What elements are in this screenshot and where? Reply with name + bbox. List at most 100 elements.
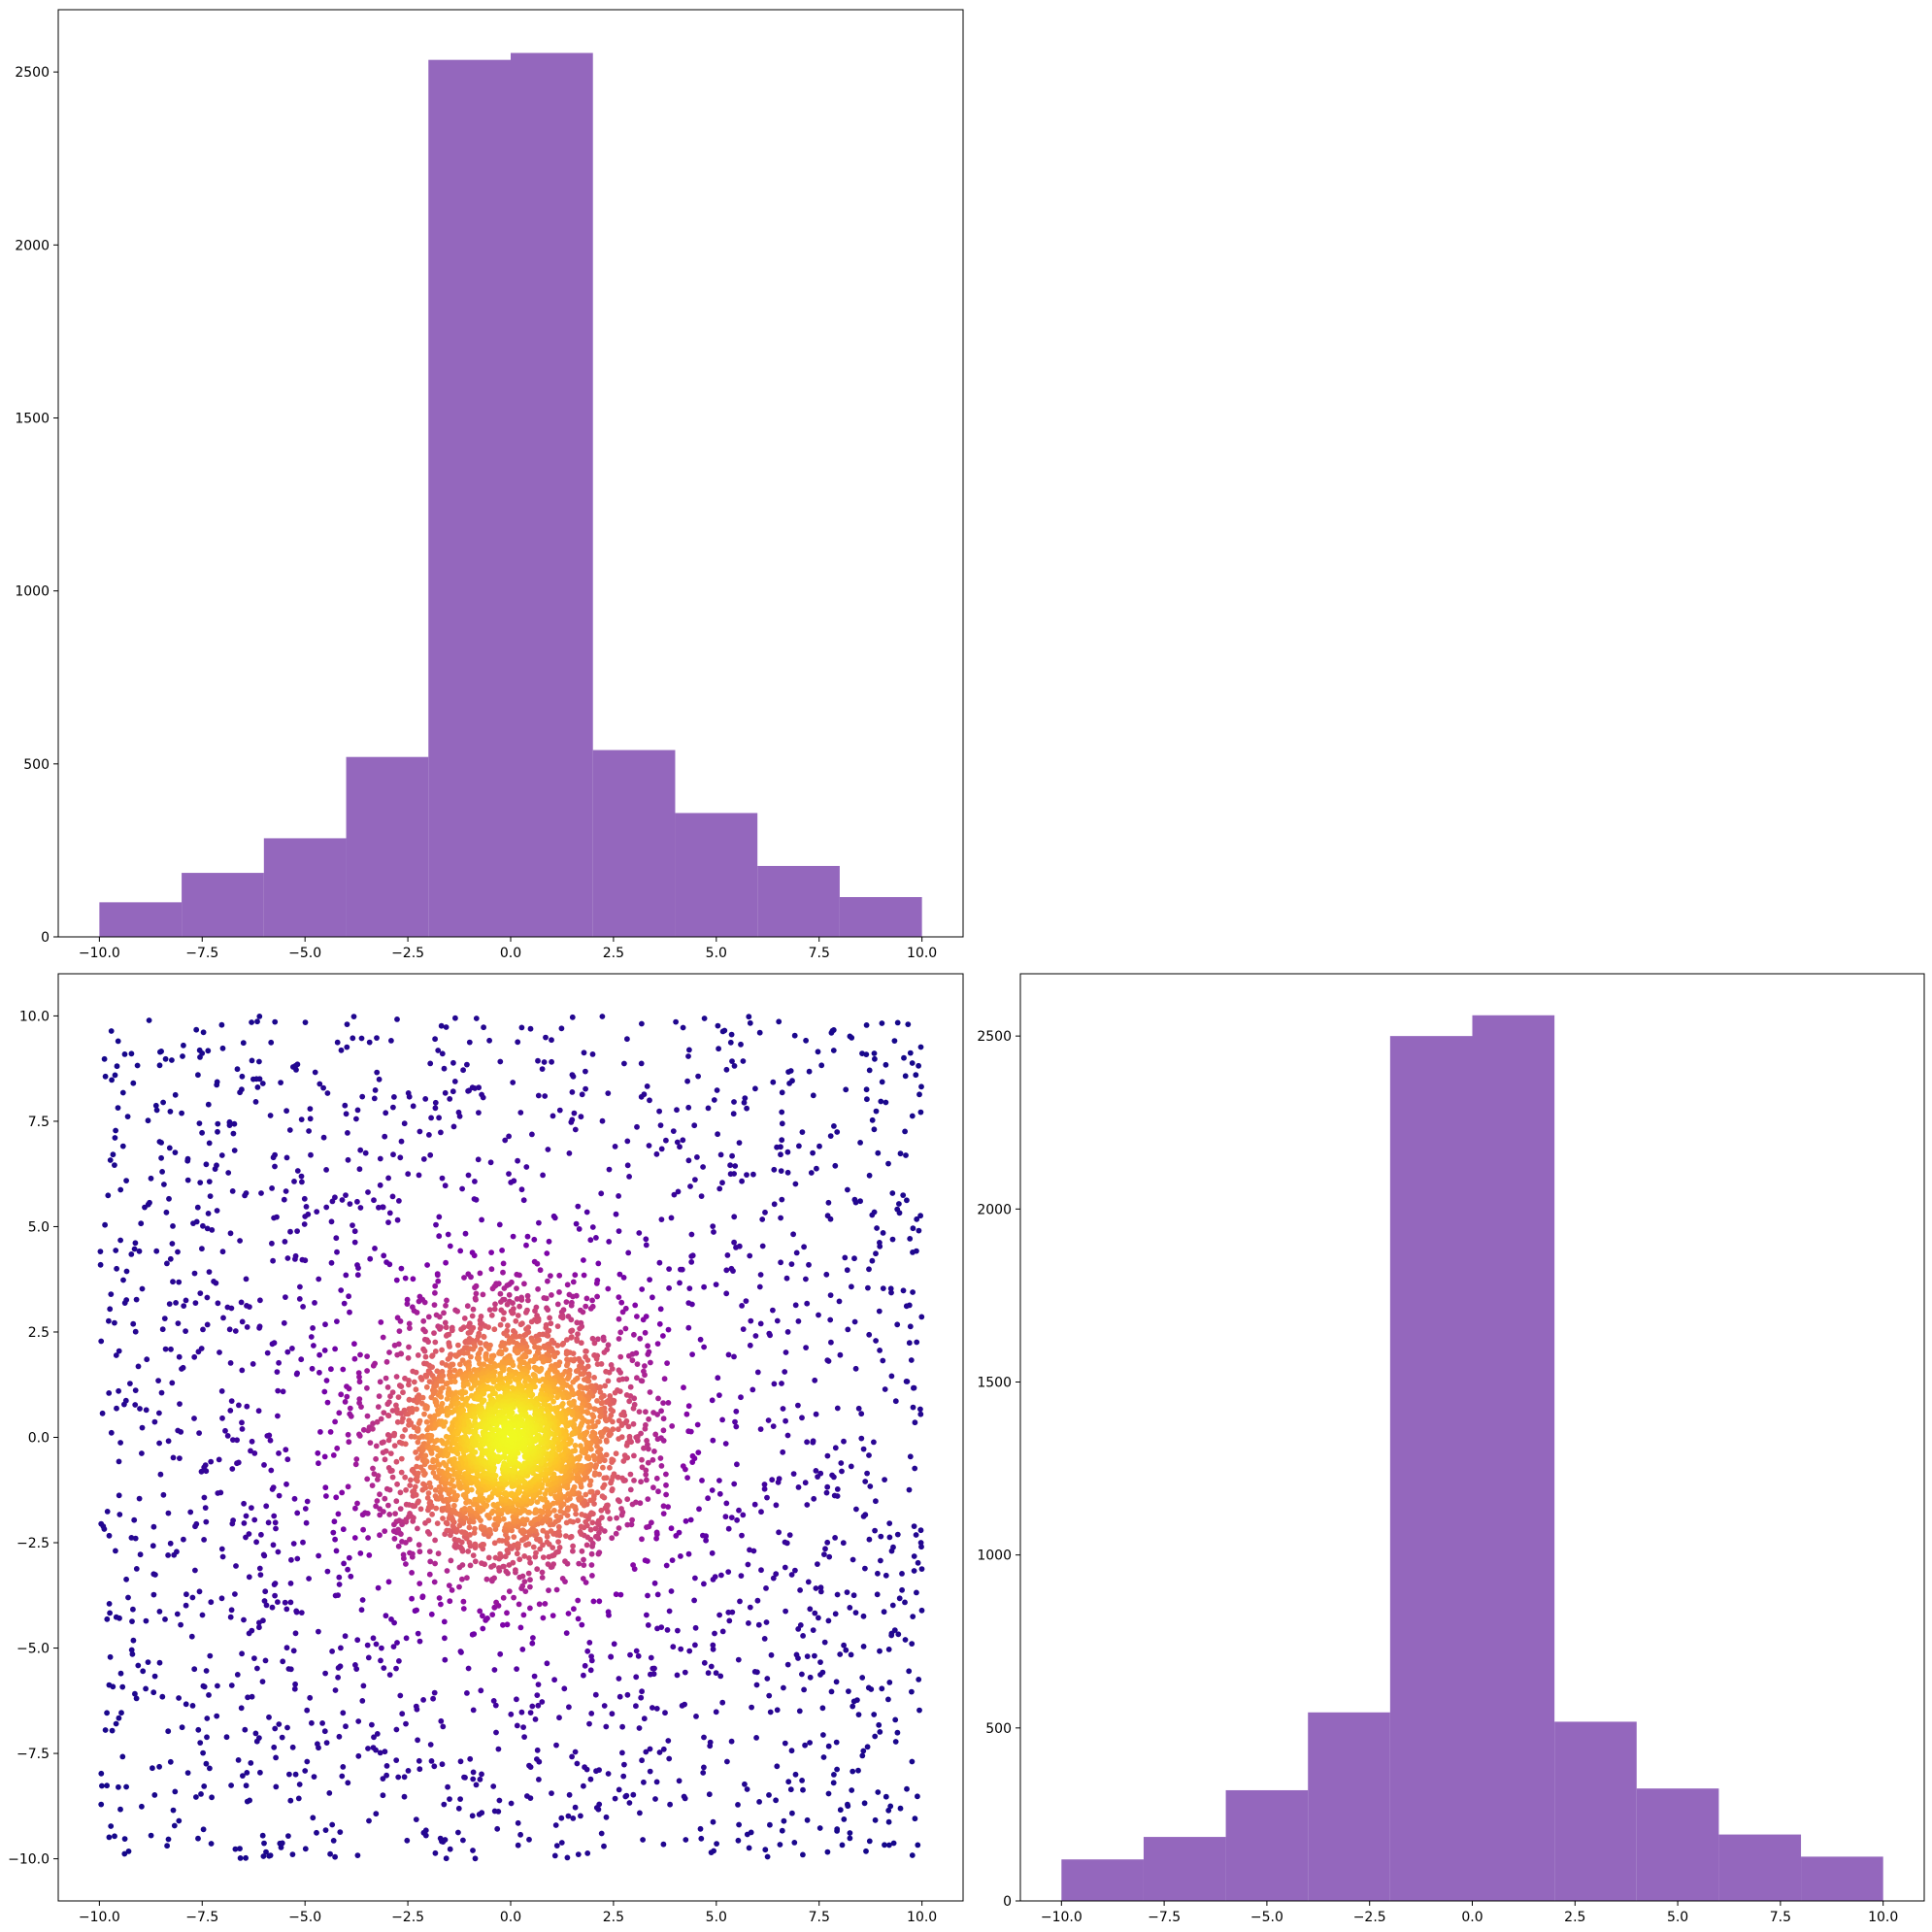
scatter-point: [730, 1268, 736, 1274]
scatter-point: [627, 1651, 633, 1658]
scatter-point: [460, 1067, 466, 1074]
scatter-point: [490, 1502, 497, 1508]
scatter-point: [292, 1256, 298, 1262]
scatter-point: [289, 1851, 296, 1857]
scatter-point: [618, 1412, 624, 1418]
scatter-point: [594, 1398, 600, 1404]
scatter-point: [767, 1709, 774, 1715]
scatter-point: [792, 1567, 798, 1574]
scatter-point: [517, 1831, 523, 1838]
scatter-point: [382, 1495, 388, 1502]
scatter-point: [545, 1561, 551, 1567]
scatter-point: [413, 1703, 419, 1710]
scatter-point: [583, 1348, 588, 1354]
scatter-point: [629, 1516, 635, 1523]
scatter-point: [170, 1223, 176, 1229]
scatter-point: [130, 1606, 136, 1613]
scatter-point: [582, 1377, 587, 1382]
scatter-point: [158, 1389, 165, 1396]
scatter-point: [586, 1720, 592, 1727]
scatter-point: [215, 1128, 220, 1135]
scatter-point: [606, 1166, 613, 1173]
scatter-point: [339, 1773, 346, 1780]
scatter-point: [228, 1305, 235, 1312]
scatter-point: [796, 1143, 802, 1149]
scatter-point: [123, 1268, 130, 1275]
scatter-point: [830, 1780, 837, 1786]
scatter-point: [261, 1840, 267, 1847]
scatter-point: [329, 1649, 335, 1654]
scatter-point: [613, 1591, 619, 1598]
scatter-point: [518, 1024, 525, 1031]
scatter-point: [347, 1309, 352, 1316]
scatter-point: [492, 1702, 499, 1709]
scatter-point: [565, 1505, 571, 1511]
scatter-point: [420, 1317, 427, 1324]
scatter-point: [430, 1695, 436, 1702]
scatter-point: [793, 1651, 800, 1658]
scatter-point: [513, 1317, 519, 1324]
scatter-point: [533, 1549, 539, 1556]
scatter-point: [804, 1653, 811, 1659]
scatter-point: [364, 1642, 371, 1649]
scatter-point: [415, 1478, 420, 1484]
scatter-point: [764, 1494, 770, 1501]
scatter-point: [559, 1315, 566, 1321]
scatter-point: [343, 1192, 349, 1198]
scatter-point: [685, 1428, 692, 1435]
scatter-point: [526, 1555, 532, 1561]
scatter-point: [356, 1166, 363, 1173]
scatter-point: [201, 1494, 208, 1501]
scatter-point: [736, 1821, 742, 1828]
scatter-point: [678, 1266, 683, 1273]
scatter-point: [427, 1151, 434, 1158]
scatter-point: [331, 1518, 338, 1525]
scatter-point: [463, 1398, 469, 1405]
scatter-point: [617, 1353, 624, 1360]
scatter-point: [158, 1049, 165, 1054]
scatter-point: [779, 1827, 785, 1834]
scatter-point: [816, 1615, 821, 1621]
scatter-point: [650, 1294, 655, 1301]
scatter-point: [276, 1450, 282, 1456]
scatter-point: [381, 1252, 387, 1259]
scatter-point: [748, 1317, 754, 1324]
scatter-point: [600, 1464, 606, 1471]
scatter-point: [453, 1353, 459, 1359]
scatter-point: [866, 1172, 873, 1179]
scatter-point: [356, 1433, 363, 1439]
scatter-point: [725, 1351, 732, 1358]
scatter-point: [639, 1456, 645, 1463]
scatter-point: [267, 1113, 274, 1118]
scatter-point: [552, 1822, 559, 1828]
scatter-point: [594, 1489, 601, 1496]
scatter-point: [595, 1517, 602, 1524]
scatter-point: [306, 1128, 312, 1134]
scatter-point: [784, 1661, 791, 1668]
scatter-point: [572, 1804, 579, 1811]
scatter-point: [431, 1330, 437, 1336]
scatter-point: [916, 1707, 922, 1714]
scatter-point: [504, 1301, 511, 1308]
scatter-point: [459, 1562, 466, 1568]
scatter-point: [501, 1563, 507, 1570]
scatter-point: [207, 1765, 213, 1772]
scatter-point: [643, 1409, 649, 1416]
scatter-point: [526, 1836, 532, 1843]
scatter-point: [382, 1749, 388, 1755]
scatter-point: [709, 1397, 716, 1404]
scatter-point: [552, 1493, 558, 1500]
scatter-point: [447, 1846, 453, 1852]
scatter-point: [644, 1524, 650, 1530]
scatter-point: [391, 1430, 398, 1437]
scatter-point: [377, 1749, 383, 1756]
scatter-point: [709, 1549, 716, 1556]
scatter-point: [432, 1349, 439, 1354]
scatter-point: [175, 1249, 181, 1255]
scatter-point: [364, 1368, 370, 1374]
scatter-point: [472, 1541, 479, 1548]
scatter-point: [518, 1186, 525, 1193]
scatter-point: [732, 1418, 738, 1425]
scatter-point: [557, 1508, 564, 1515]
scatter-point: [543, 1034, 549, 1041]
